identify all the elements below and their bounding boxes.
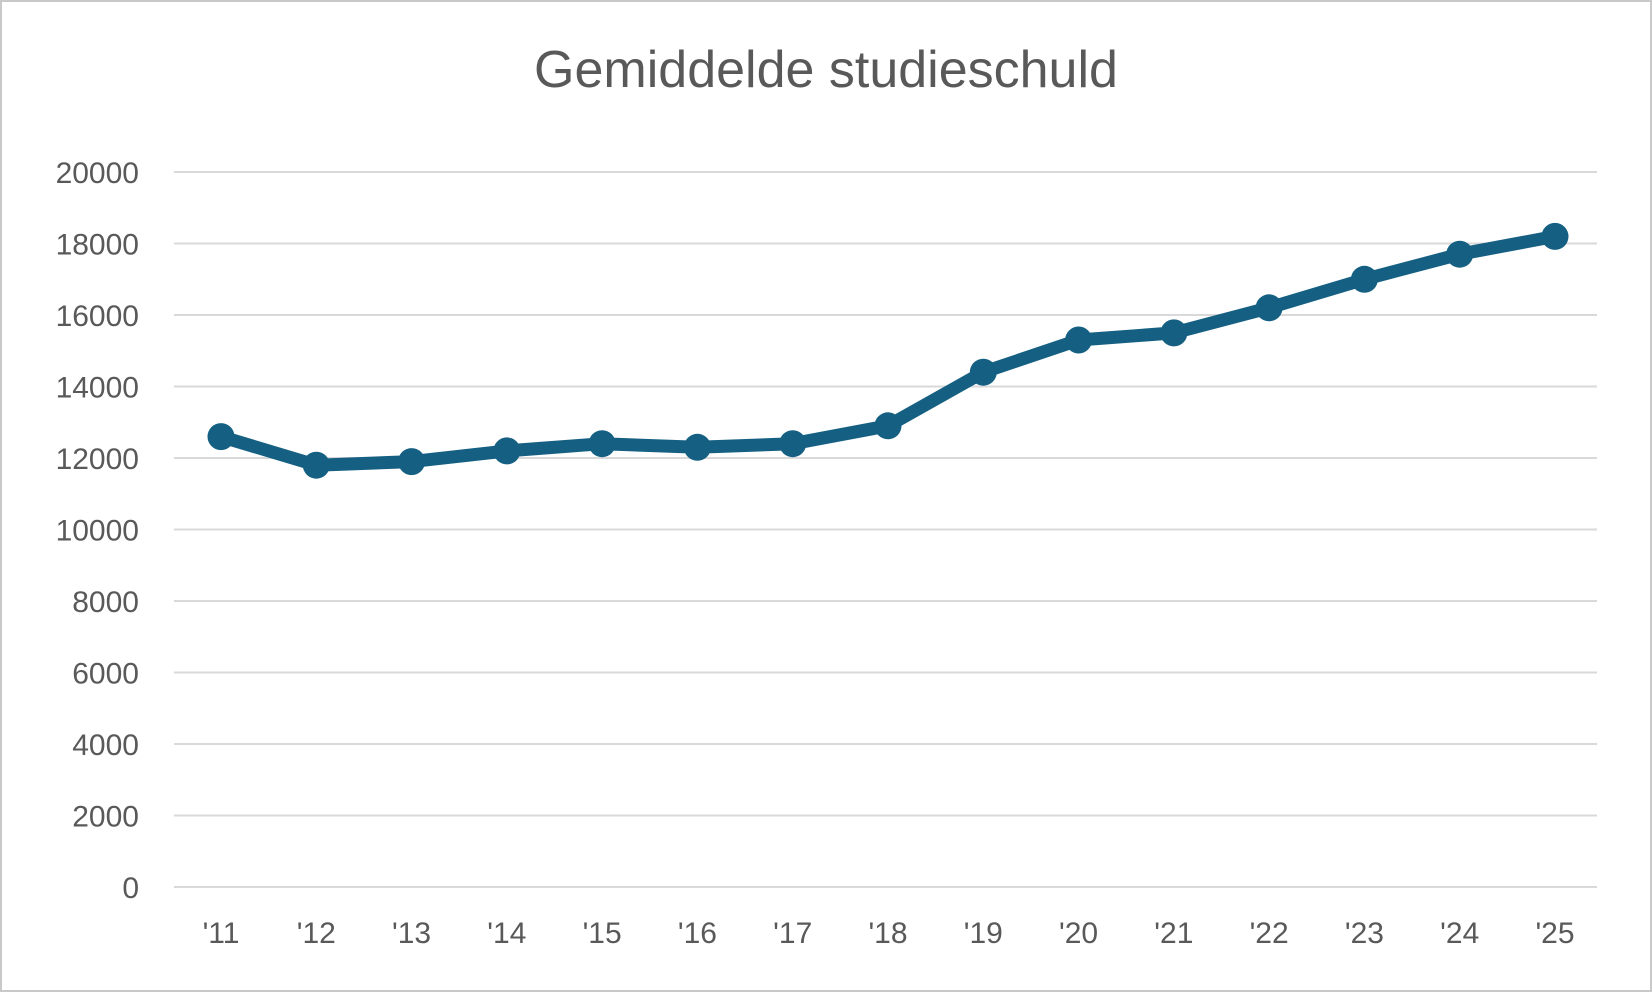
y-tick-label: 18000 (56, 229, 139, 262)
x-tick-label: '14 (487, 917, 526, 950)
data-point (302, 451, 330, 479)
data-point (874, 412, 902, 440)
x-tick-label: '25 (1535, 917, 1574, 950)
data-point (1541, 222, 1569, 250)
x-tick-label: '22 (1250, 917, 1289, 950)
y-tick-label: 20000 (56, 157, 139, 190)
data-point (207, 423, 235, 451)
x-tick-label: '24 (1440, 917, 1479, 950)
y-tick-label: 10000 (56, 515, 139, 548)
y-tick-label: 2000 (72, 801, 139, 834)
y-tick-label: 8000 (72, 586, 139, 619)
data-point (398, 448, 426, 476)
x-tick-label: '13 (392, 917, 431, 950)
y-tick-label: 4000 (72, 729, 139, 762)
data-point (779, 430, 807, 458)
y-tick-label: 12000 (56, 443, 139, 476)
x-tick-label: '21 (1154, 917, 1193, 950)
x-tick-label: '11 (203, 917, 240, 950)
data-point (1350, 265, 1378, 293)
data-point (1065, 326, 1093, 354)
x-tick-label: '18 (868, 917, 907, 950)
data-point (1160, 319, 1188, 347)
x-tick-label: '19 (964, 917, 1003, 950)
data-point (1446, 240, 1474, 268)
data-point (493, 437, 521, 465)
data-point (683, 433, 711, 461)
y-tick-label: 6000 (72, 658, 139, 691)
x-tick-label: '16 (678, 917, 717, 950)
data-point (969, 358, 997, 386)
data-point (1255, 294, 1283, 322)
chart-title: Gemiddelde studieschuld (534, 41, 1118, 99)
data-point (588, 430, 616, 458)
x-tick-label: '12 (297, 917, 336, 950)
y-tick-label: 0 (122, 872, 139, 905)
y-tick-label: 14000 (56, 372, 139, 405)
y-tick-label: 16000 (56, 300, 139, 333)
x-tick-label: '23 (1345, 917, 1384, 950)
x-tick-label: '17 (773, 917, 812, 950)
x-tick-label: '15 (583, 917, 622, 950)
x-tick-label: '20 (1059, 917, 1098, 950)
